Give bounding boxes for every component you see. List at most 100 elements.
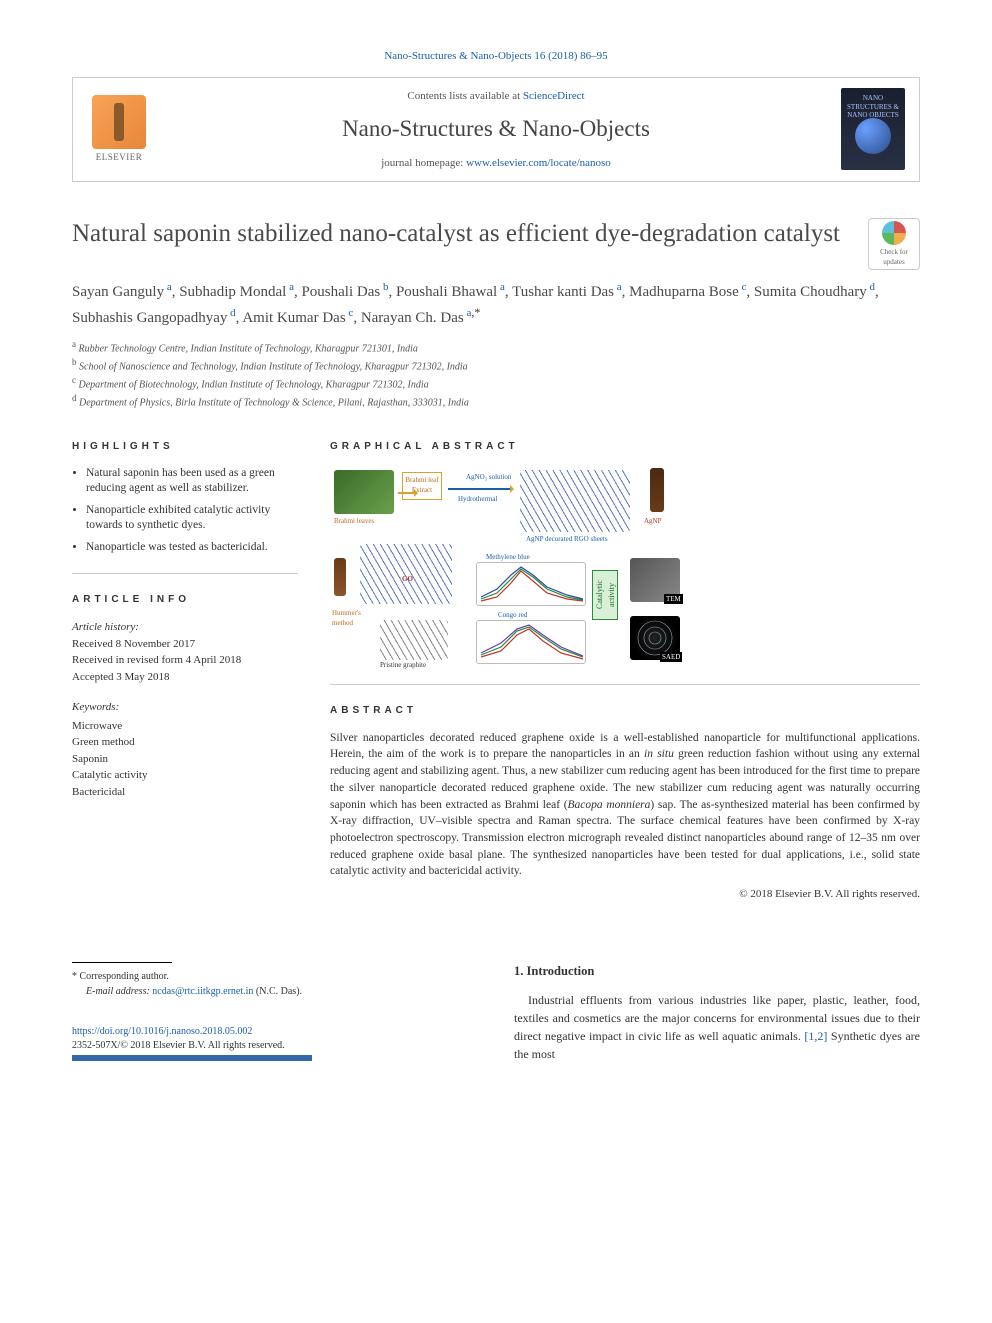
- crossmark-icon: [882, 221, 906, 245]
- ga-mb-label: Methylene blue: [486, 552, 530, 563]
- history-line: Accepted 3 May 2018: [72, 669, 298, 686]
- article-title: Natural saponin stabilized nano-catalyst…: [72, 218, 852, 249]
- email-label: E-mail address:: [86, 986, 150, 997]
- introduction-heading: 1. Introduction: [514, 962, 920, 981]
- author: Poushali Das: [301, 284, 380, 300]
- ga-leaves-label: Brahmi leaves: [334, 516, 374, 527]
- highlight-item: Natural saponin has been used as a green…: [86, 466, 298, 497]
- ga-cr-label: Congo red: [498, 610, 527, 621]
- highlights-label: HIGHLIGHTS: [72, 439, 298, 454]
- ga-hydro-label: Hydrothermal: [458, 494, 497, 505]
- citation-link[interactable]: [1,2]: [804, 1029, 827, 1043]
- ga-leaves-image: [334, 470, 394, 514]
- affiliation-marker: d: [867, 281, 875, 293]
- ga-agnp-rgo-label: AgNP decorated RGO sheets: [526, 534, 608, 545]
- ga-tem-label: TEM: [664, 594, 683, 605]
- article-info-label: ARTICLE INFO: [72, 592, 298, 607]
- highlight-item: Nanoparticle exhibited catalytic activit…: [86, 503, 298, 534]
- ga-graphite-label: Pristine graphite: [380, 660, 426, 671]
- abstract-label: ABSTRACT: [330, 703, 920, 718]
- ga-agno3-label: AgNO₃ solution: [466, 472, 511, 483]
- running-head: Nano-Structures & Nano-Objects 16 (2018)…: [72, 48, 920, 65]
- email-whom: (N.C. Das).: [256, 986, 302, 997]
- author: Tushar kanti Das: [512, 284, 614, 300]
- affiliation-marker: c: [346, 307, 354, 319]
- footnote-block: * Corresponding author. E-mail address: …: [72, 969, 482, 999]
- affiliation-line: d Department of Physics, Birla Institute…: [72, 392, 920, 410]
- keywords-label: Keywords:: [72, 699, 298, 716]
- affiliation-marker: a: [614, 281, 622, 293]
- ga-spectrum-cr: [476, 620, 586, 664]
- author: Madhuparna Bose: [629, 284, 739, 300]
- abstract-text: Silver nanoparticles decorated reduced g…: [330, 730, 920, 880]
- author: Sumita Choudhary: [754, 284, 867, 300]
- cover-text: NANO STRUCTURES & NANO OBJECTS: [845, 94, 901, 119]
- separator: [72, 573, 298, 574]
- ga-spectrum-mb: [476, 562, 586, 606]
- copyright-line: © 2018 Elsevier B.V. All rights reserved…: [330, 886, 920, 903]
- contents-line: Contents lists available at ScienceDirec…: [167, 88, 825, 105]
- ga-graphite-icon: [380, 620, 448, 660]
- contents-prefix: Contents lists available at: [407, 90, 522, 102]
- author: Narayan Ch. Das: [361, 310, 464, 326]
- keyword: Saponin: [72, 751, 298, 768]
- affiliation-marker: b: [380, 281, 388, 293]
- highlight-item: Nanoparticle was tested as bactericidal.: [86, 540, 298, 556]
- introduction-text: Industrial effluents from various indust…: [514, 991, 920, 1063]
- email-link[interactable]: ncdas@rtc.iitkgp.ernet.in: [152, 986, 253, 997]
- ga-catalytic-box: Catalytic activity: [592, 570, 618, 620]
- keyword: Microwave: [72, 718, 298, 735]
- history-label: Article history:: [72, 619, 298, 636]
- affiliation-marker: a: [497, 281, 505, 293]
- homepage-link[interactable]: www.elsevier.com/locate/nanoso: [466, 157, 611, 169]
- journal-cover-thumb: NANO STRUCTURES & NANO OBJECTS: [841, 88, 905, 170]
- article-info-block: Article history: Received 8 November 201…: [72, 619, 298, 800]
- ga-arrow-icon: [398, 492, 416, 494]
- author: Subhashis Gangopadhyay: [72, 310, 227, 326]
- affiliation-marker: a: [164, 281, 172, 293]
- separator: [330, 684, 920, 685]
- ga-saed-label: SAED: [660, 652, 682, 663]
- publisher-logo: ELSEVIER: [87, 93, 151, 165]
- publisher-label: ELSEVIER: [96, 151, 143, 165]
- affiliation-marker: c: [739, 281, 747, 293]
- elsevier-tree-icon: [92, 95, 146, 149]
- ga-go-label: GO: [402, 574, 413, 585]
- cover-art-icon: [855, 118, 891, 154]
- affiliation-marker: d: [227, 307, 235, 319]
- journal-masthead: ELSEVIER Contents lists available at Sci…: [72, 77, 920, 183]
- highlights-block: Natural saponin has been used as a green…: [72, 466, 298, 556]
- history-line: Received 8 November 2017: [72, 636, 298, 653]
- journal-name: Nano-Structures & Nano-Objects: [167, 112, 825, 147]
- check-updates-label: Check for updates: [869, 247, 919, 268]
- homepage-prefix: journal homepage:: [381, 157, 466, 169]
- ga-hummers-label: Hummer's method: [332, 608, 378, 629]
- check-updates-badge[interactable]: Check for updates: [868, 218, 920, 270]
- graphical-abstract: Brahmi leaves Brahmi leaf Extract AgNO₃ …: [330, 466, 920, 666]
- ga-vial-icon: [650, 468, 664, 512]
- keyword: Bactericidal: [72, 784, 298, 801]
- keyword: Catalytic activity: [72, 767, 298, 784]
- author-list: Sayan Ganguly a, Subhadip Mondal a, Pous…: [72, 280, 920, 330]
- ga-extract-box: Brahmi leaf Extract: [402, 472, 442, 500]
- ga-agnp-label: AgNP: [644, 516, 662, 527]
- issn-line: 2352-507X/© 2018 Elsevier B.V. All right…: [72, 1040, 285, 1051]
- keyword: Green method: [72, 734, 298, 751]
- ga-vial-icon: [334, 558, 346, 596]
- corresp-marker: *: [72, 971, 80, 982]
- ga-arrow-icon: [448, 488, 512, 490]
- spectrum-icon: [477, 563, 587, 607]
- affiliation-list: a Rubber Technology Centre, Indian Insti…: [72, 338, 920, 411]
- affiliation-line: b School of Nanoscience and Technology, …: [72, 356, 920, 374]
- homepage-line: journal homepage: www.elsevier.com/locat…: [167, 155, 825, 172]
- affiliation-line: c Department of Biotechnology, Indian In…: [72, 374, 920, 392]
- author: Sayan Ganguly: [72, 284, 164, 300]
- sciencedirect-link[interactable]: ScienceDirect: [523, 90, 585, 102]
- history-line: Received in revised form 4 April 2018: [72, 652, 298, 669]
- graphical-abstract-label: GRAPHICAL ABSTRACT: [330, 439, 920, 454]
- spectrum-icon: [477, 621, 587, 665]
- author: Subhadip Mondal: [179, 284, 286, 300]
- doi-link[interactable]: https://doi.org/10.1016/j.nanoso.2018.05…: [72, 1026, 252, 1037]
- affiliation-marker: a: [286, 281, 294, 293]
- ga-rgo-sheet-icon: [520, 470, 630, 532]
